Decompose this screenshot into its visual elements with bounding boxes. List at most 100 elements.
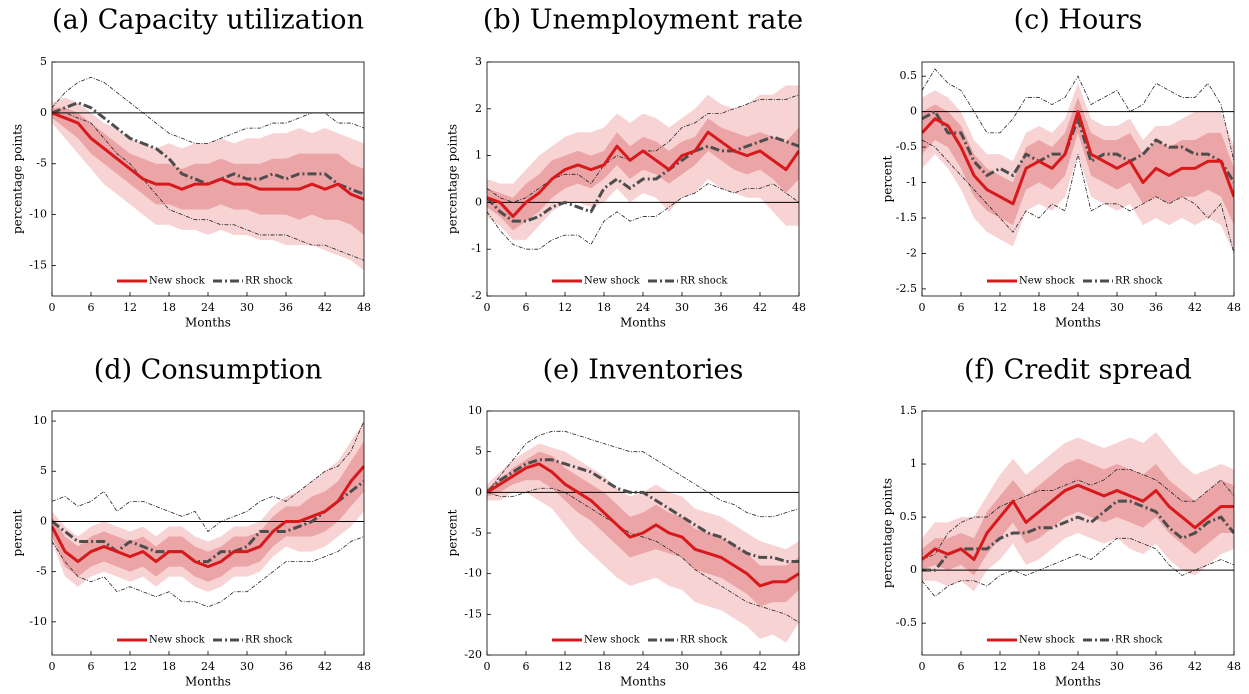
legend-label: RR shock <box>1115 635 1163 646</box>
plot <box>52 420 364 608</box>
x-axis-label: Months <box>1055 316 1101 330</box>
confidence-band <box>487 118 799 231</box>
x-tick-label: 24 <box>1071 660 1085 673</box>
confidence-band <box>922 97 1234 226</box>
series-line <box>487 135 799 223</box>
x-tick-label: 18 <box>1032 660 1046 673</box>
x-tick-label: 48 <box>792 660 806 673</box>
legend-label: RR shock <box>1115 276 1163 287</box>
x-tick-label: 18 <box>162 301 176 314</box>
y-tick-label: 10 <box>33 414 47 427</box>
legend-label: New shock <box>1019 635 1076 646</box>
legend-label: New shock <box>149 635 206 646</box>
legend-box <box>113 273 303 289</box>
legend-box <box>983 632 1173 648</box>
rr-bound-line <box>487 487 799 623</box>
y-tick-label: -5 <box>36 157 47 170</box>
x-tick-label: 36 <box>714 301 728 314</box>
x-tick-label: 18 <box>1032 301 1046 314</box>
y-tick-label: -2 <box>471 289 482 302</box>
x-tick-label: 0 <box>484 660 491 673</box>
legend-label: New shock <box>584 276 641 287</box>
plot <box>487 85 799 250</box>
x-tick-label: 42 <box>753 301 767 314</box>
rr-bound-line <box>52 112 364 261</box>
x-tick-label: 48 <box>792 301 806 314</box>
series-line <box>922 110 1234 184</box>
chart-title: (d) Consumption <box>94 355 323 386</box>
x-tick-label: 42 <box>1188 301 1202 314</box>
legend-label: New shock <box>149 276 206 287</box>
series-line <box>52 480 364 564</box>
rr-bound-line <box>922 537 1234 598</box>
series-line <box>52 111 364 201</box>
legend-box <box>548 273 738 289</box>
y-tick-label: 10 <box>468 404 482 417</box>
x-tick-label: 30 <box>240 301 254 314</box>
x-tick-label: 42 <box>318 660 332 673</box>
series-line <box>922 110 1234 206</box>
series-line <box>487 130 799 218</box>
y-tick-label: -1.5 <box>896 211 917 224</box>
x-tick-label: 30 <box>240 660 254 673</box>
x-tick-label: 42 <box>1188 660 1202 673</box>
x-tick-label: 30 <box>1110 301 1124 314</box>
chart-title: (e) Inventories <box>543 355 744 386</box>
x-tick-label: 18 <box>162 660 176 673</box>
x-tick-label: 42 <box>753 660 767 673</box>
y-axis-label: percentage points <box>11 124 25 234</box>
x-tick-label: 6 <box>523 660 530 673</box>
confidence-band <box>487 451 799 607</box>
x-tick-label: 6 <box>523 301 530 314</box>
y-tick-label: 1.5 <box>900 404 918 417</box>
y-tick-label: 0 <box>40 514 47 527</box>
x-tick-label: 36 <box>1149 301 1163 314</box>
x-tick-label: 12 <box>993 660 1007 673</box>
y-tick-label: -10 <box>29 208 47 221</box>
x-axis-label: Months <box>185 316 231 330</box>
y-tick-label: -5 <box>36 565 47 578</box>
x-axis-label: Months <box>620 675 666 689</box>
x-tick-label: 24 <box>636 660 650 673</box>
x-tick-label: 30 <box>1110 660 1124 673</box>
y-tick-label: -1 <box>906 176 917 189</box>
y-tick-label: -15 <box>29 258 47 271</box>
y-tick-label: 3 <box>475 55 482 68</box>
x-tick-label: 24 <box>201 301 215 314</box>
y-tick-label: -15 <box>464 607 482 620</box>
legend-label: New shock <box>1019 276 1076 287</box>
x-tick-label: 0 <box>49 660 56 673</box>
x-tick-label: 48 <box>357 301 371 314</box>
y-tick-label: 0.5 <box>900 69 918 82</box>
x-tick-label: 30 <box>675 301 689 314</box>
chart-title: (b) Unemployment rate <box>483 5 803 36</box>
plot <box>922 68 1234 254</box>
x-axis-label: Months <box>620 316 666 330</box>
y-tick-label: -0.5 <box>896 140 917 153</box>
x-tick-label: 0 <box>919 301 926 314</box>
x-tick-label: 48 <box>357 660 371 673</box>
y-tick-label: 0.5 <box>900 510 918 523</box>
chart-title: (c) Hours <box>1014 5 1143 36</box>
y-tick-label: 1 <box>910 457 917 470</box>
y-tick-label: 1 <box>475 149 482 162</box>
y-tick-label: -2.5 <box>896 282 917 295</box>
x-axis-label: Months <box>1055 675 1101 689</box>
y-tick-label: -0.5 <box>896 616 917 629</box>
x-tick-label: 48 <box>1227 660 1241 673</box>
y-tick-label: -1 <box>471 242 482 255</box>
legend-label: RR shock <box>680 276 728 287</box>
x-tick-label: 36 <box>714 660 728 673</box>
legend-label: RR shock <box>245 635 293 646</box>
y-tick-label: 0 <box>475 195 482 208</box>
series-line <box>487 458 799 563</box>
x-tick-label: 42 <box>318 301 332 314</box>
legend-box <box>113 632 303 648</box>
confidence-band <box>52 441 364 582</box>
rr-bound-line <box>922 139 1234 254</box>
confidence-band <box>52 107 364 235</box>
rr-bound-line <box>52 420 364 533</box>
series-line <box>52 465 364 569</box>
x-tick-label: 12 <box>558 301 572 314</box>
y-axis-label: percent <box>446 509 460 556</box>
